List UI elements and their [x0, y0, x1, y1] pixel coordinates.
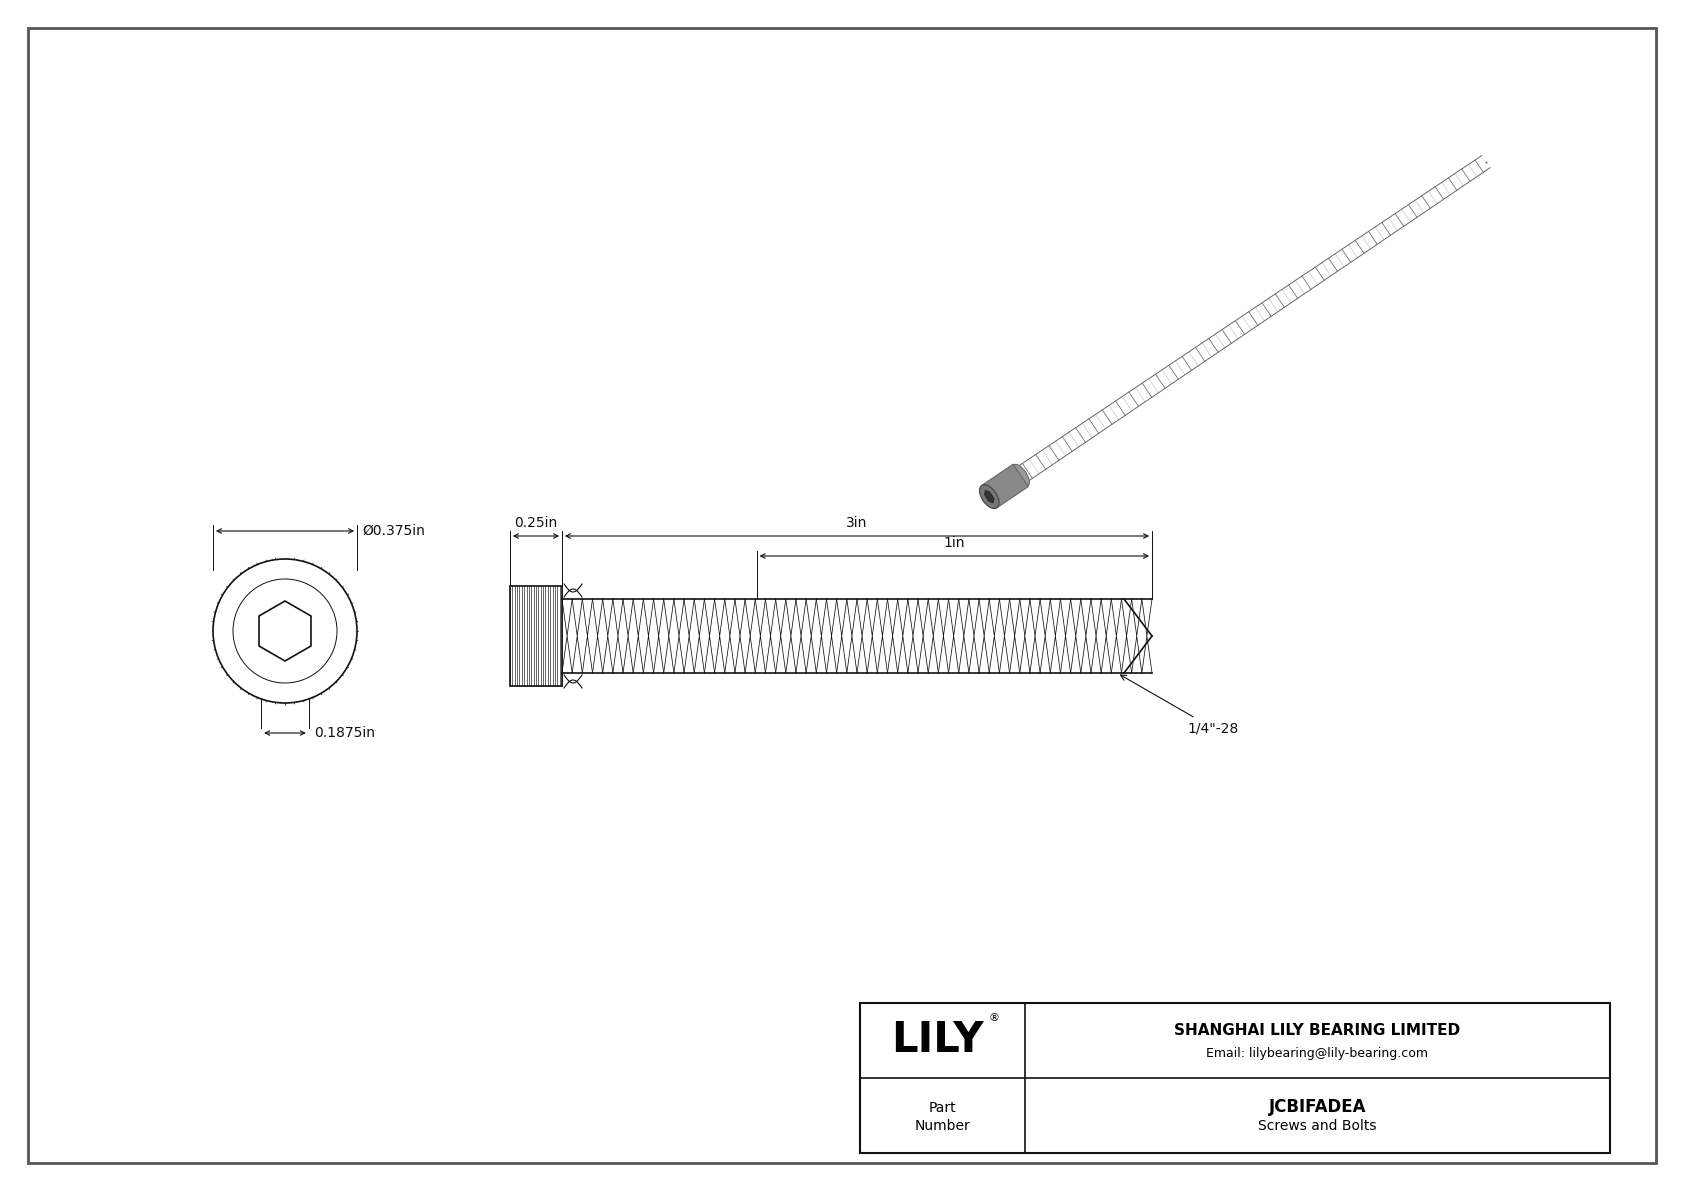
Text: 1/4"-28: 1/4"-28 [1120, 675, 1238, 735]
Text: 3in: 3in [847, 516, 867, 530]
Text: JCBIFADEA: JCBIFADEA [1268, 1097, 1366, 1116]
Polygon shape [982, 464, 1029, 507]
Text: ®: ® [989, 1014, 1000, 1023]
Text: Screws and Bolts: Screws and Bolts [1258, 1120, 1378, 1134]
Polygon shape [259, 601, 312, 661]
Bar [861, 1003, 1610, 1153]
Polygon shape [985, 491, 994, 503]
Ellipse shape [1012, 464, 1029, 486]
Text: 1in: 1in [943, 536, 965, 550]
Text: 0.25in: 0.25in [514, 516, 557, 530]
Text: Ø0.375in: Ø0.375in [362, 524, 424, 538]
Bar [510, 586, 562, 686]
Text: Number: Number [914, 1118, 970, 1133]
Text: SHANGHAI LILY BEARING LIMITED: SHANGHAI LILY BEARING LIMITED [1174, 1023, 1460, 1039]
Ellipse shape [980, 485, 999, 509]
Text: Email: lilybearing@lily-bearing.com: Email: lilybearing@lily-bearing.com [1206, 1047, 1428, 1060]
Text: LILY: LILY [891, 1019, 983, 1061]
Text: Part: Part [928, 1100, 957, 1115]
Text: 0.1875in: 0.1875in [313, 727, 376, 740]
Circle shape [212, 559, 357, 703]
Circle shape [232, 579, 337, 682]
